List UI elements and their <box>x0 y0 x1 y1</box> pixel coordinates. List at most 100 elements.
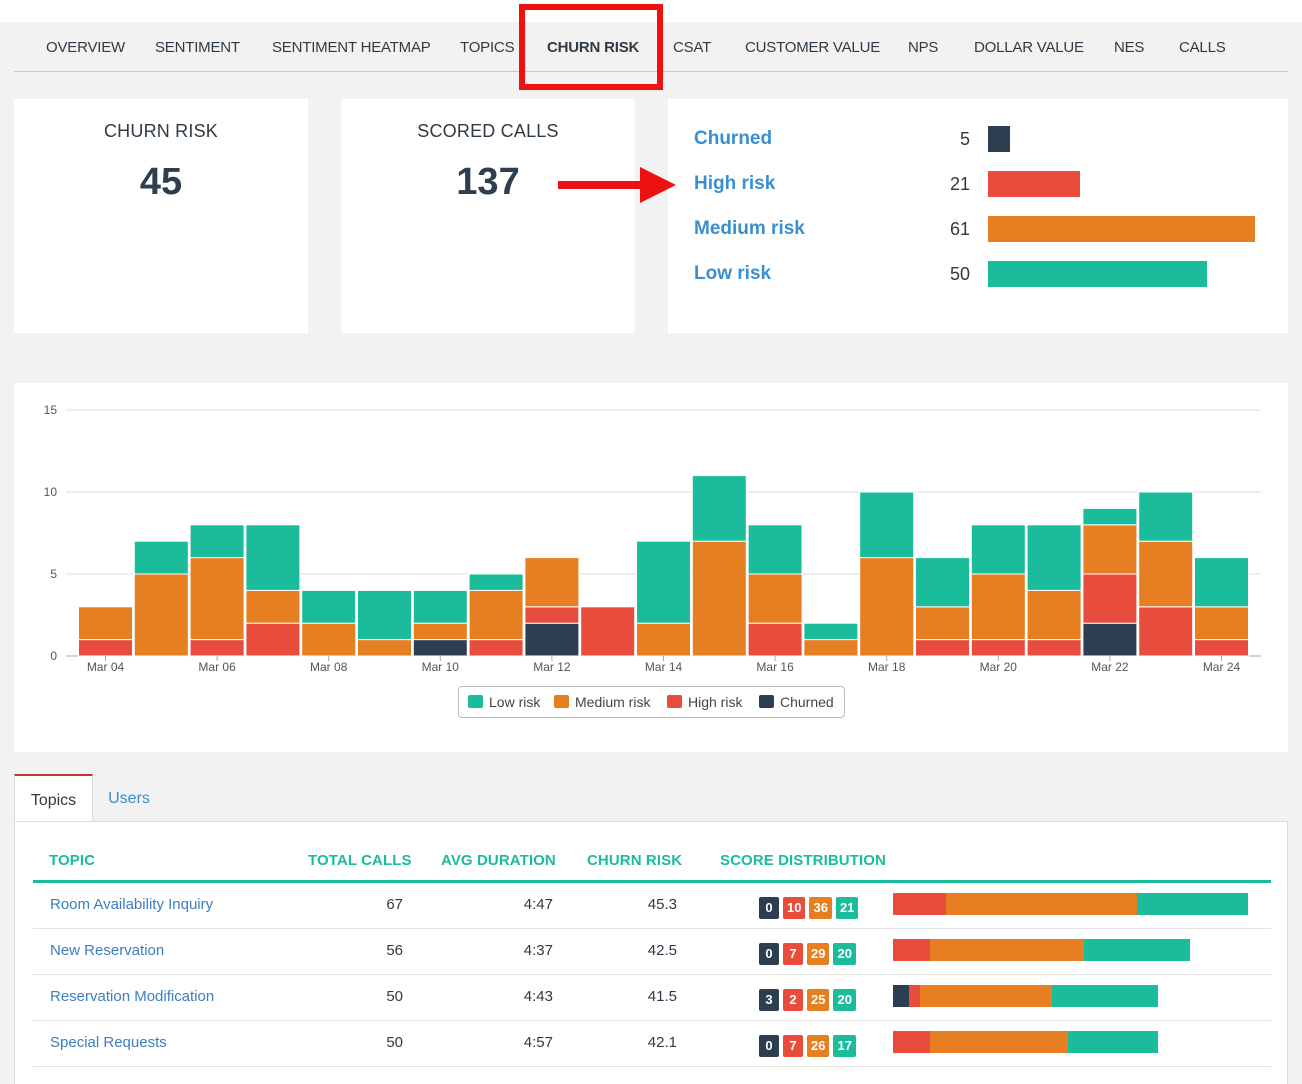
score-badge-high: 2 <box>783 989 803 1011</box>
score-bar-medium <box>930 939 1084 961</box>
bar-segment <box>580 606 636 657</box>
table-row[interactable]: Special Requests 50 4:57 42.1 0 7 26 17 <box>33 1021 1271 1067</box>
bar-segment <box>357 589 412 641</box>
tab-topics[interactable]: TOPICS <box>460 39 515 56</box>
row-avg-duration: 4:57 <box>523 1034 553 1051</box>
x-tick-label: Mar 24 <box>1203 660 1241 674</box>
legend-item-churned[interactable]: Churned <box>759 694 834 710</box>
bar-segment <box>636 540 691 624</box>
tab-nes[interactable]: NES <box>1114 39 1145 56</box>
row-topic-link[interactable]: Reservation Modification <box>50 988 215 1005</box>
bar-segment <box>691 475 747 542</box>
tab-customer-value[interactable]: CUSTOMER VALUE <box>745 39 881 56</box>
bar-segment <box>915 557 970 608</box>
row-total-calls: 50 <box>386 988 403 1005</box>
annotation-highlight-box <box>519 4 663 90</box>
col-header-score-distribution[interactable]: SCORE DISTRIBUTION <box>720 852 886 869</box>
bar-segment <box>357 639 412 657</box>
col-header-churn-risk[interactable]: CHURN RISK <box>587 852 683 869</box>
bar-segment <box>1026 524 1082 591</box>
x-tick-label: Mar 08 <box>310 660 348 674</box>
risk-row-high: High risk 21 <box>668 171 1288 201</box>
tab-overview[interactable]: OVERVIEW <box>46 39 125 56</box>
churn-risk-title: CHURN RISK <box>103 121 218 141</box>
tab-dollar-value[interactable]: DOLLAR VALUE <box>974 39 1084 56</box>
bar-segment <box>915 606 970 641</box>
table-row[interactable]: Room Availability Inquiry 67 4:47 45.3 0… <box>33 883 1271 929</box>
risk-label-low[interactable]: Low risk <box>694 263 772 284</box>
bar-segment <box>412 622 468 641</box>
tab-sentiment-heatmap[interactable]: SENTIMENT HEATMAP <box>272 39 431 56</box>
bar-segment <box>1194 639 1249 657</box>
row-avg-duration: 4:43 <box>523 988 553 1005</box>
tab-csat[interactable]: CSAT <box>673 39 712 56</box>
tab-sentiment[interactable]: SENTIMENT <box>155 39 240 56</box>
legend-swatch-medium <box>554 695 569 708</box>
score-badge-medium: 29 <box>807 943 830 965</box>
y-tick-label: 10 <box>44 485 58 499</box>
row-topic-link[interactable]: New Reservation <box>50 942 165 959</box>
score-badge-low: 20 <box>833 989 856 1011</box>
row-topic-link[interactable]: Room Availability Inquiry <box>50 896 214 913</box>
bar-segment <box>412 639 468 657</box>
risk-count-high: 21 <box>949 174 970 194</box>
score-bar-high <box>909 985 920 1007</box>
annotation-arrow-head <box>640 167 676 203</box>
row-churn-risk: 42.1 <box>647 1034 677 1051</box>
table-row[interactable]: New Reservation 56 4:37 42.5 0 7 29 20 <box>33 929 1271 975</box>
bar-segment <box>803 639 859 657</box>
bar-segment <box>970 573 1026 641</box>
risk-label-high[interactable]: High risk <box>694 173 776 194</box>
row-total-calls: 56 <box>386 942 403 959</box>
x-tick-label: Mar 14 <box>645 660 683 674</box>
legend-label-low: Low risk <box>489 694 541 710</box>
row-score-badges: 0 7 26 17 <box>759 1035 860 1057</box>
row-score-bar <box>893 939 1190 961</box>
tab-users-table[interactable]: Users <box>108 790 150 807</box>
col-header-topic[interactable]: TOPIC <box>49 852 96 869</box>
churn-risk-chart: 0 5 10 15 Mar 04 Mar 06 Mar 08 Mar 10 Mar 12 Mar … <box>44 403 1261 674</box>
tab-nps[interactable]: NPS <box>908 39 939 56</box>
score-badge-churned: 0 <box>759 943 779 965</box>
risk-count-low: 50 <box>949 264 970 284</box>
bar-segment <box>859 557 915 657</box>
col-header-avg-duration[interactable]: AVG DURATION <box>441 852 556 869</box>
risk-bar-low <box>988 261 1207 287</box>
score-bar-churned <box>893 985 909 1007</box>
churn-risk-value: 45 <box>139 161 183 203</box>
legend-swatch-churned <box>759 695 774 708</box>
score-badge-churned: 0 <box>759 1035 779 1057</box>
legend-label-high: High risk <box>688 694 743 710</box>
tab-topics-table[interactable]: Topics <box>14 774 93 822</box>
row-score-badges: 0 7 29 20 <box>759 943 860 965</box>
legend-swatch-low <box>468 695 483 708</box>
legend-item-high[interactable]: High risk <box>667 694 742 710</box>
legend-swatch-high <box>667 695 682 708</box>
x-tick-label: Mar 20 <box>980 660 1018 674</box>
scored-calls-value: 137 <box>456 161 520 203</box>
score-badge-high: 7 <box>783 943 803 965</box>
row-score-bar <box>893 985 1158 1007</box>
x-tick-label: Mar 16 <box>756 660 794 674</box>
risk-label-medium[interactable]: Medium risk <box>694 218 805 239</box>
tab-churn-risk[interactable]: CHURN RISK <box>547 39 640 56</box>
tab-calls[interactable]: CALLS <box>1179 39 1226 56</box>
col-header-total-calls[interactable]: TOTAL CALLS <box>308 852 412 869</box>
legend-item-low[interactable]: Low risk <box>468 694 540 710</box>
legend-item-medium[interactable]: Medium risk <box>554 694 650 710</box>
risk-label-churned[interactable]: Churned <box>694 128 773 149</box>
score-badge-high: 7 <box>783 1035 803 1057</box>
score-bar-high <box>893 893 946 915</box>
score-bar-medium <box>920 985 1052 1007</box>
table-tabs: Topics Users <box>14 774 1288 822</box>
row-topic-link[interactable]: Special Requests <box>50 1034 167 1051</box>
x-tick-label: Mar 18 <box>868 660 906 674</box>
bar-segment <box>691 540 747 657</box>
bar-segment <box>970 524 1026 575</box>
score-badge-low: 21 <box>835 897 859 919</box>
row-churn-risk: 45.3 <box>647 896 677 913</box>
bar-segment <box>301 589 357 624</box>
bar-segment <box>1194 557 1249 608</box>
bar-segment <box>1138 540 1194 608</box>
